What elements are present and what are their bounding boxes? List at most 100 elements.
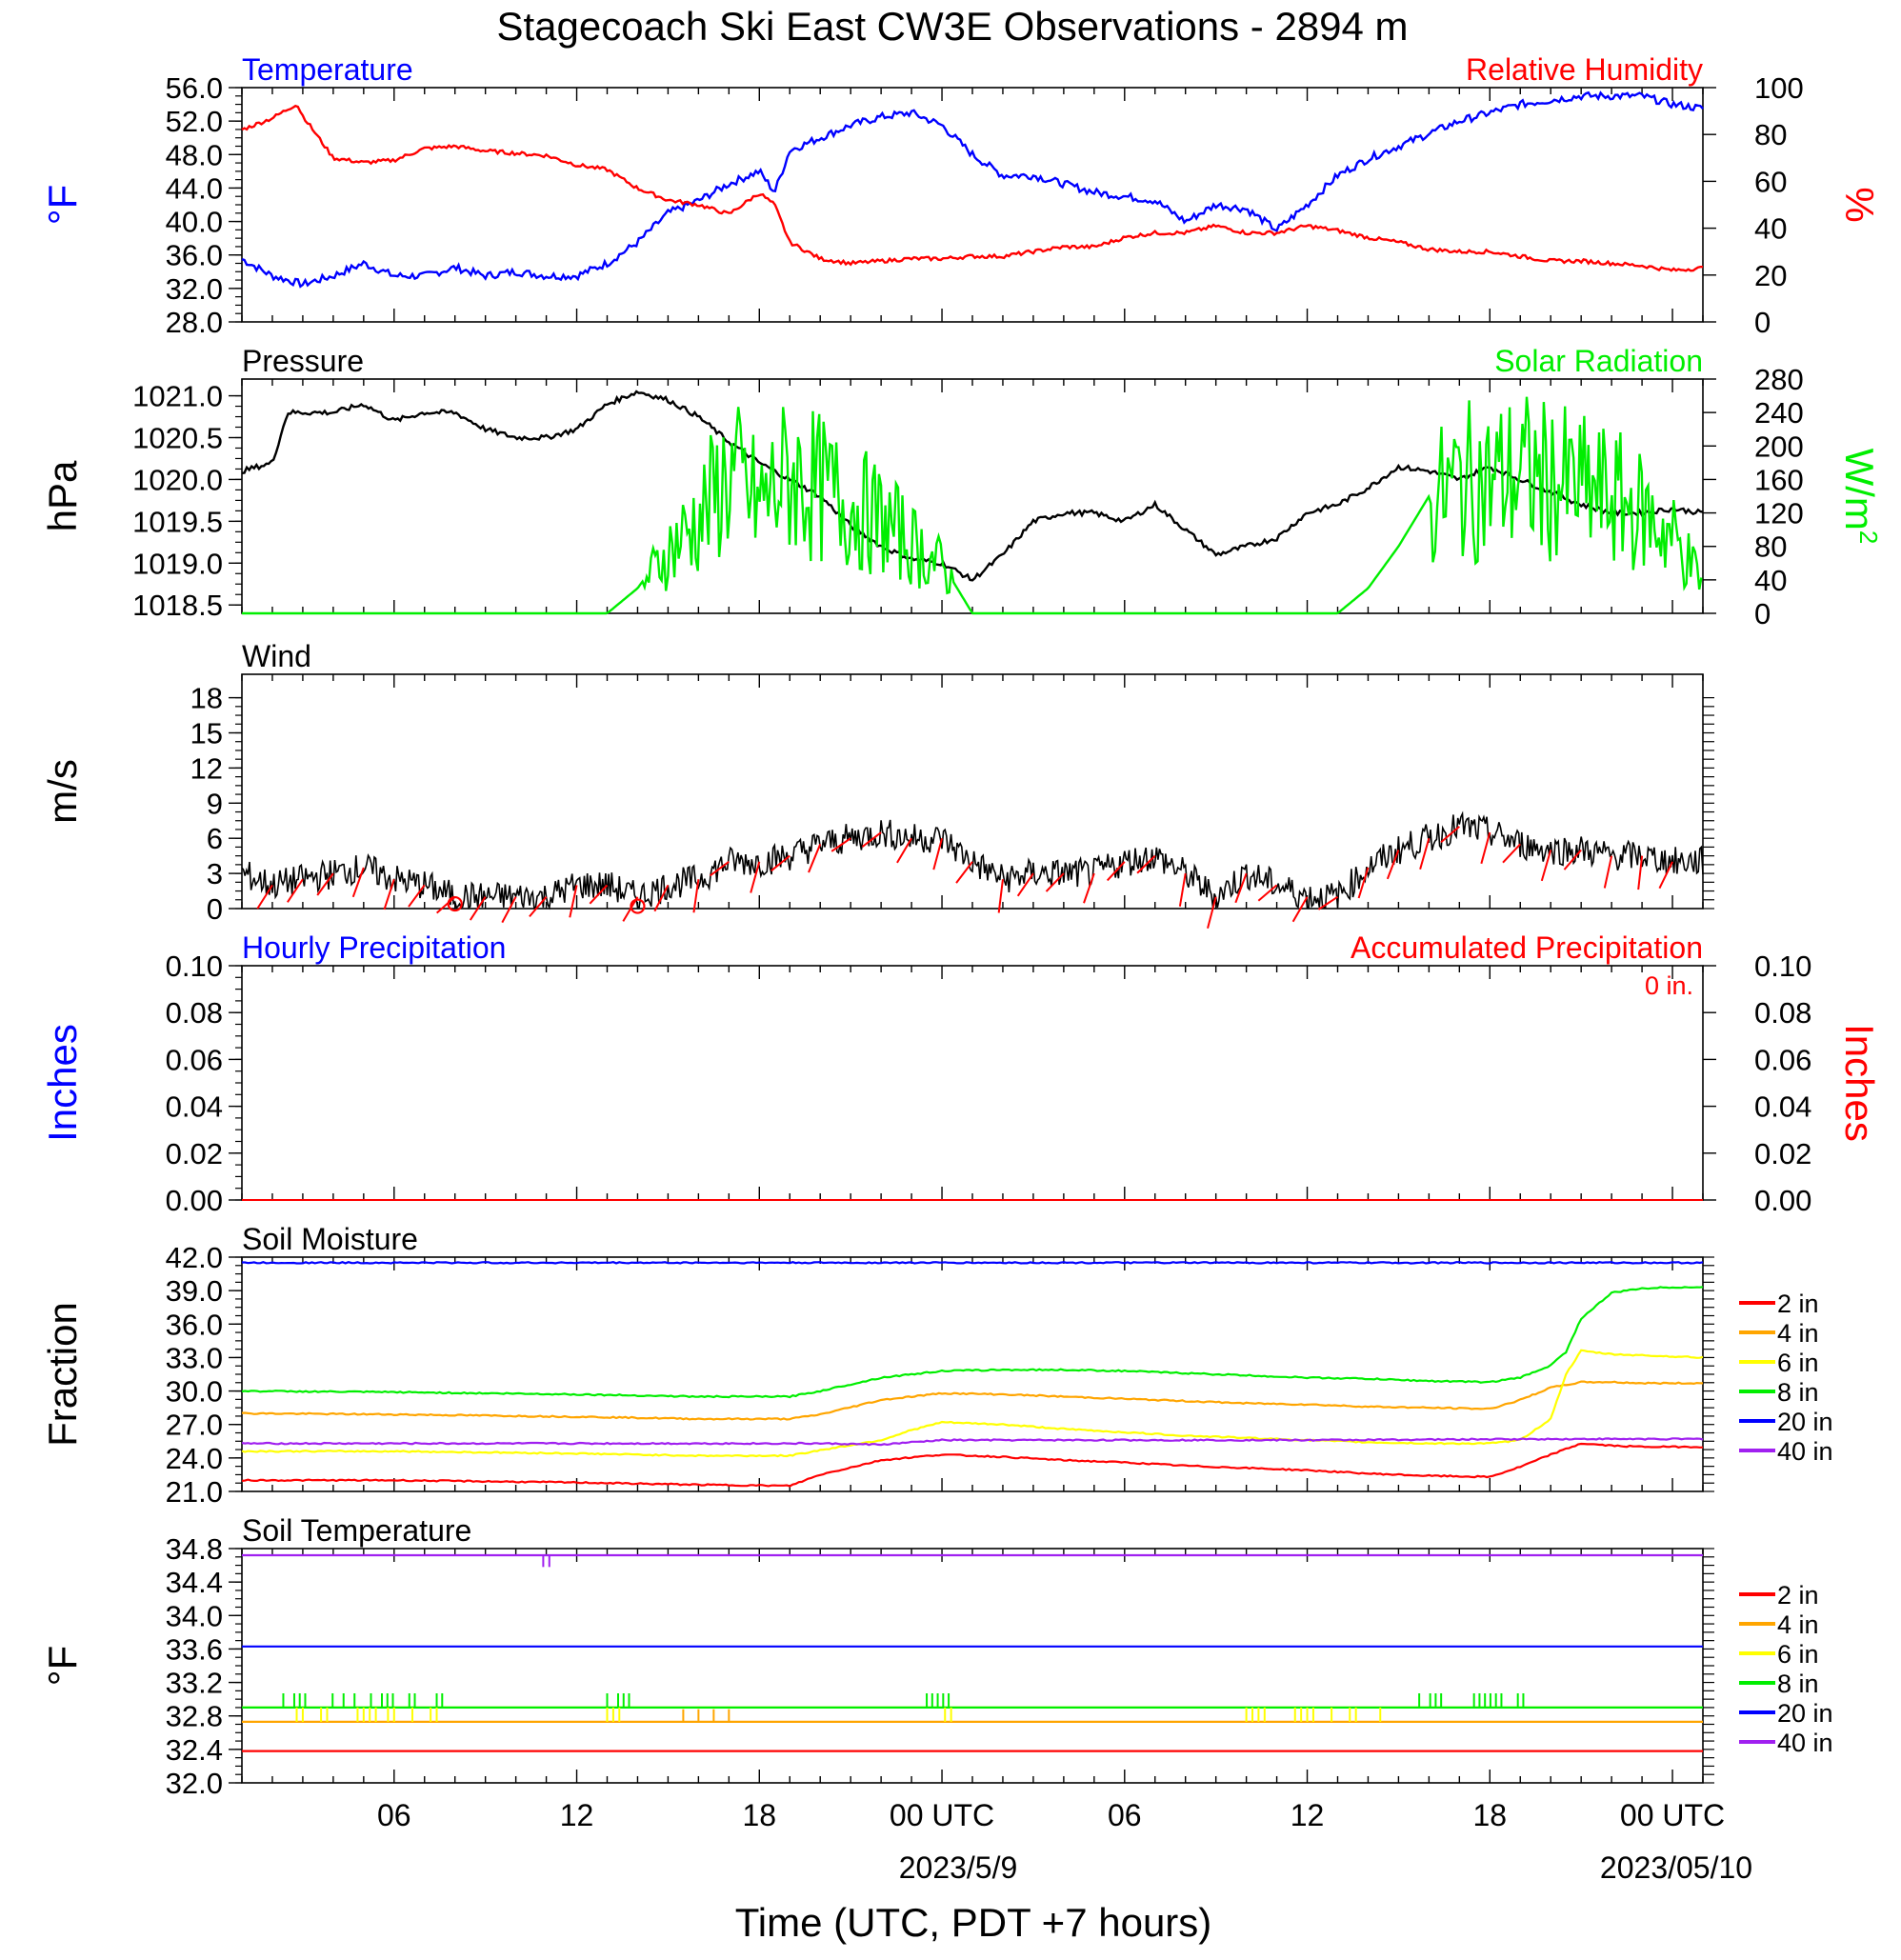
wind-title-left: Wind <box>242 639 311 673</box>
wind-barb <box>1257 884 1278 902</box>
soil_temp-legend-label: 40 in <box>1777 1729 1833 1757</box>
soil_temp-ytick-label-left: 34.0 <box>166 1599 223 1632</box>
temp_rh-ytick-label-left: 48.0 <box>166 138 223 171</box>
precip-ytick-label-left: 0.00 <box>166 1184 223 1217</box>
pressure-ytick-label-left: 1019.0 <box>132 547 223 580</box>
date-label-2: 2023/05/10 <box>1600 1850 1752 1885</box>
wind-barb <box>653 884 670 912</box>
temp_rh-ytick-label-left: 52.0 <box>166 105 223 138</box>
wind-barb <box>529 896 548 918</box>
soil_temp-ytick-label-left: 33.2 <box>166 1667 223 1700</box>
temp_rh-ytick-label-left: 28.0 <box>166 306 223 339</box>
precip-ytick-label-right: 0.06 <box>1754 1043 1811 1076</box>
soil_temp-legend-label: 6 in <box>1777 1640 1819 1669</box>
wind-barb <box>932 837 944 870</box>
wind-ytick-label-left: 15 <box>190 717 223 750</box>
wind-calm-marker <box>630 898 646 914</box>
wind-ylabel-left: m/s <box>40 759 85 824</box>
pressure-ylabel-right: W/m2 <box>1837 449 1883 545</box>
temp_rh-ytick-label-right: 100 <box>1754 71 1804 105</box>
soil_temp-title-left: Soil Temperature <box>242 1513 471 1548</box>
wind-barb <box>1419 837 1431 870</box>
soil_moisture-legend-label: 4 in <box>1777 1319 1819 1348</box>
wind-speed-line <box>241 810 1704 910</box>
wind-barb <box>1658 861 1673 890</box>
wind-barb <box>1016 872 1034 897</box>
wind-barb <box>808 843 822 873</box>
wind-barb <box>997 879 1004 913</box>
wind-barb <box>501 896 517 924</box>
precip-frame <box>241 965 1704 1201</box>
temp_rh-ytick-label-left: 56.0 <box>166 71 223 105</box>
temp_rh-ylabel-right: % <box>1837 187 1882 222</box>
wind-barb <box>589 884 609 905</box>
precip-accum-text: 0 in. <box>1645 971 1693 1000</box>
precip-ylabel-right: Inches <box>1837 1024 1882 1142</box>
temp_rh-ylabel-left: °F <box>40 185 85 225</box>
temp_rh-ytick-label-right: 80 <box>1754 118 1787 151</box>
pressure-title-left: Pressure <box>242 344 364 378</box>
x-tick-label: 12 <box>560 1798 594 1832</box>
wind-barb <box>1207 896 1217 929</box>
wind-barb <box>351 867 365 898</box>
wind-barb <box>861 831 882 848</box>
wind-barb <box>1045 872 1065 892</box>
pressure-frame <box>241 378 1704 614</box>
soil_moisture-legend-label: 20 in <box>1777 1408 1833 1436</box>
pressure-ytick-label-right: 40 <box>1754 564 1787 597</box>
wind-barb <box>1083 872 1095 904</box>
chart-title: Stagecoach Ski East CW3E Observations - … <box>496 4 1408 49</box>
pressure-ytick-label-right: 280 <box>1754 363 1804 396</box>
wind-barb <box>1178 872 1187 907</box>
temp_rh-title-right: Relative Humidity <box>1466 52 1703 87</box>
wind-barb <box>1603 855 1613 889</box>
pressure-ylabel-sup: 2 <box>1854 530 1883 544</box>
soil_moisture-ylabel-left: Fraction <box>40 1302 85 1447</box>
soil_moisture-ytick-label-left: 42.0 <box>166 1241 223 1274</box>
wind-barb <box>256 884 273 910</box>
soil_temp-legend-label: 4 in <box>1777 1610 1819 1639</box>
precip-ytick-label-right: 0.08 <box>1754 996 1811 1030</box>
pressure-ytick-label-right: 0 <box>1754 597 1771 630</box>
wind-barb <box>287 878 304 903</box>
wind-barb <box>770 854 790 872</box>
soil_temp-legend-label: 2 in <box>1777 1581 1819 1610</box>
soil_temp-ylabel-left: °F <box>40 1646 85 1686</box>
soil_moisture-ytick-label-left: 39.0 <box>166 1274 223 1308</box>
temp_rh-ytick-label-right: 40 <box>1754 212 1787 246</box>
wind-barb <box>435 895 456 914</box>
wind-barb <box>1637 855 1644 890</box>
soil-moisture-4in-line <box>241 1380 1704 1421</box>
pressure-ytick-label-right: 200 <box>1754 430 1804 463</box>
pressure-line <box>241 390 1704 582</box>
precip-ytick-label-left: 0.10 <box>166 950 223 983</box>
soil_temp-frame <box>241 1548 1704 1784</box>
wind-barb <box>1502 843 1521 864</box>
temp_rh-frame <box>241 87 1704 323</box>
wind-barb <box>383 878 395 910</box>
temp_rh-ytick-label-right: 20 <box>1754 259 1787 292</box>
soil-moisture-8in-line <box>241 1286 1704 1399</box>
soil_temp-legend-label: 8 in <box>1777 1670 1819 1698</box>
soil_moisture-legend-label: 40 in <box>1777 1437 1833 1466</box>
pressure-ytick-label-left: 1021.0 <box>132 380 223 413</box>
wind-ytick-label-left: 12 <box>190 751 223 785</box>
x-tick-label: 00 UTC <box>890 1798 994 1832</box>
wind-barb <box>408 884 426 908</box>
x-tick-label: 06 <box>377 1798 411 1832</box>
pressure-ytick-label-right: 80 <box>1754 530 1787 564</box>
precip-ytick-label-left: 0.08 <box>166 996 223 1030</box>
pressure-ylabel-left: hPa <box>40 460 85 531</box>
soil_temp-ytick-label-left: 33.6 <box>166 1632 223 1666</box>
pressure-ytick-label-right: 120 <box>1754 497 1804 530</box>
wind-barb <box>1106 861 1126 882</box>
soil_moisture-ytick-label-left: 30.0 <box>166 1375 223 1409</box>
pressure-ytick-label-left: 1018.5 <box>132 589 223 622</box>
temp_rh-ytick-label-left: 40.0 <box>166 206 223 239</box>
temp_rh-ytick-label-right: 0 <box>1754 306 1771 339</box>
wind-barb <box>709 860 730 877</box>
wind-frame <box>241 673 1704 910</box>
pressure-ytick-label-left: 1019.5 <box>132 505 223 538</box>
precip-title-right: Accumulated Precipitation <box>1351 930 1703 965</box>
